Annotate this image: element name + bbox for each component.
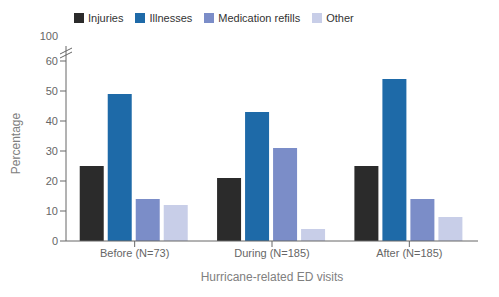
html-text:Injuries: Injuries xyxy=(88,12,124,24)
svg-text:Hurricane-related ED visits: Hurricane-related ED visits xyxy=(201,270,344,283)
svg-text:60: 60 xyxy=(46,55,58,67)
svg-text:During (N=185): During (N=185) xyxy=(234,247,310,259)
svg-text:Percentage: Percentage xyxy=(9,112,23,174)
svg-text:0: 0 xyxy=(52,235,58,247)
html-text:Other: Other xyxy=(326,12,354,24)
html-text:Illnesses: Illnesses xyxy=(149,12,193,24)
svg-text:20: 20 xyxy=(46,175,58,187)
svg-text:40: 40 xyxy=(46,115,58,127)
svg-text:10: 10 xyxy=(46,205,58,217)
svg-text:30: 30 xyxy=(46,145,58,157)
html-text:Medication refills: Medication refills xyxy=(218,12,301,24)
svg-text:Before (N=73): Before (N=73) xyxy=(100,247,169,259)
html-text:100: 100 xyxy=(39,30,58,42)
svg-text:50: 50 xyxy=(46,85,58,97)
svg-text:After (N=185): After (N=185) xyxy=(376,247,442,259)
